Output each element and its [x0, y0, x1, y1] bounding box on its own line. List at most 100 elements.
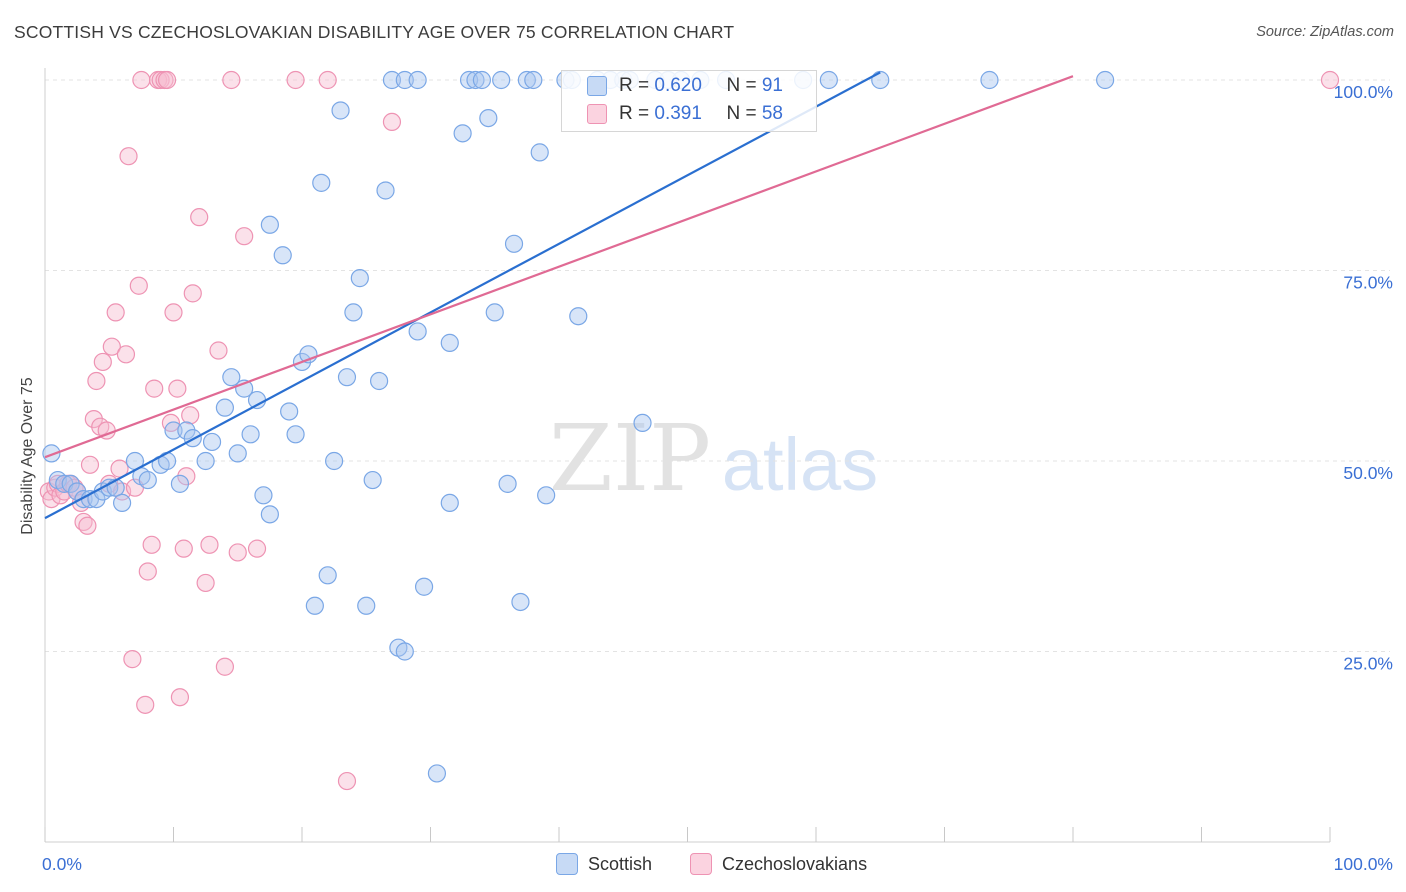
scottish-point [485, 303, 504, 322]
scottish-point [517, 70, 536, 90]
czech-point [1320, 70, 1340, 90]
scottish-point [344, 303, 363, 322]
scottish-point [228, 444, 247, 463]
scottish-point [498, 474, 517, 493]
czech-point [286, 70, 305, 90]
czech-point [209, 341, 228, 360]
watermark-atlas: atlas [722, 423, 878, 506]
source-credit: Source: ZipAtlas.com [1256, 24, 1394, 40]
r-value-czech: 0.391 [654, 103, 702, 124]
scottish-point [61, 474, 80, 493]
r-value-scottish: 0.620 [654, 75, 702, 96]
scottish-point [479, 108, 498, 128]
scottish-point [1096, 70, 1115, 90]
scottish-point [350, 269, 369, 288]
scottish-point [980, 70, 999, 90]
czech-point [181, 406, 200, 425]
scottish-point [569, 307, 588, 326]
x-tick-label-max: 100.0% [1334, 854, 1393, 874]
czech-point [106, 303, 125, 322]
scottish-point [395, 642, 414, 661]
scottish-point [325, 451, 344, 471]
correlation-legend: R = 0.620 N = 91 R = 0.391 N = 58 [561, 70, 817, 132]
scottish-swatch [587, 76, 607, 96]
scottish-point [511, 592, 530, 612]
czech-point [110, 459, 129, 478]
scottish-point [466, 70, 485, 90]
y-tick-label: 100.0% [1334, 82, 1393, 102]
scottish-point [273, 246, 292, 265]
czech-point [174, 539, 193, 558]
scottish-point [427, 764, 447, 783]
scottish-point [504, 234, 524, 253]
czech-point [200, 535, 219, 554]
scottish-point [260, 215, 279, 234]
czech-point [136, 695, 155, 714]
scottish-legend-swatch [556, 853, 578, 875]
scottish-point [202, 432, 222, 452]
scottish-point [408, 70, 427, 90]
scottish-point [164, 421, 183, 440]
czech-point [168, 379, 187, 398]
scottish-point [196, 451, 215, 471]
czech-point [78, 516, 97, 535]
scottish-point [177, 421, 196, 440]
scottish-point [106, 478, 125, 497]
scottish-point [633, 413, 652, 432]
scottish-point [222, 368, 241, 387]
scottish-point [524, 70, 543, 90]
czech-point [196, 573, 215, 593]
scottish-point [395, 70, 414, 90]
scottish-point [357, 596, 376, 615]
r-label: R = [619, 75, 655, 96]
legend-label-scottish: Scottish [588, 853, 653, 874]
scottish-point [241, 425, 260, 444]
scottish-point [138, 470, 157, 490]
czech-point [215, 657, 234, 676]
n-label: N = [726, 103, 762, 124]
series-legend: Scottish Czechoslovakians [0, 851, 1406, 877]
scottish-point [312, 173, 331, 192]
czech-point [228, 543, 247, 562]
scottish-point [363, 470, 382, 490]
czech-point [129, 276, 148, 295]
scottish-point [472, 70, 491, 90]
scottish-point [414, 577, 434, 596]
czech-point [247, 539, 267, 558]
scottish-point [537, 486, 556, 505]
czech-point [132, 70, 151, 90]
czech-point [142, 535, 161, 554]
axes [44, 68, 1331, 843]
czech-point [190, 208, 209, 227]
czech-point [87, 371, 106, 391]
scottish-point [170, 474, 190, 493]
y-tick-label: 75.0% [1343, 273, 1393, 293]
czech-point [116, 345, 136, 364]
scottish-point [254, 486, 273, 505]
scottish-point [530, 143, 549, 162]
scottish-point [440, 493, 459, 513]
czech-point [123, 650, 142, 669]
scottish-point [440, 333, 459, 352]
legend-label-czech: Czechoslovakians [722, 853, 868, 874]
scottish-point [871, 70, 890, 90]
watermark-zip: ZIP [549, 405, 711, 512]
scottish-point [112, 493, 132, 513]
scottish-point [382, 70, 402, 90]
legend-item-scottish: Scottish [556, 851, 652, 877]
czech-point [337, 771, 357, 791]
czech-point [93, 352, 112, 372]
y-tick-label: 50.0% [1343, 463, 1393, 483]
scottish-point [318, 566, 337, 585]
scottish-point [459, 70, 479, 90]
scottish-point [492, 70, 511, 90]
scottish-point [408, 322, 427, 341]
czech-point [235, 227, 254, 246]
scottish-point [453, 124, 472, 143]
scottish-point [280, 402, 299, 421]
n-value-scottish: 91 [761, 75, 783, 96]
scottish-point [42, 444, 61, 463]
scottish-point [286, 425, 305, 444]
czech-point [151, 70, 170, 90]
